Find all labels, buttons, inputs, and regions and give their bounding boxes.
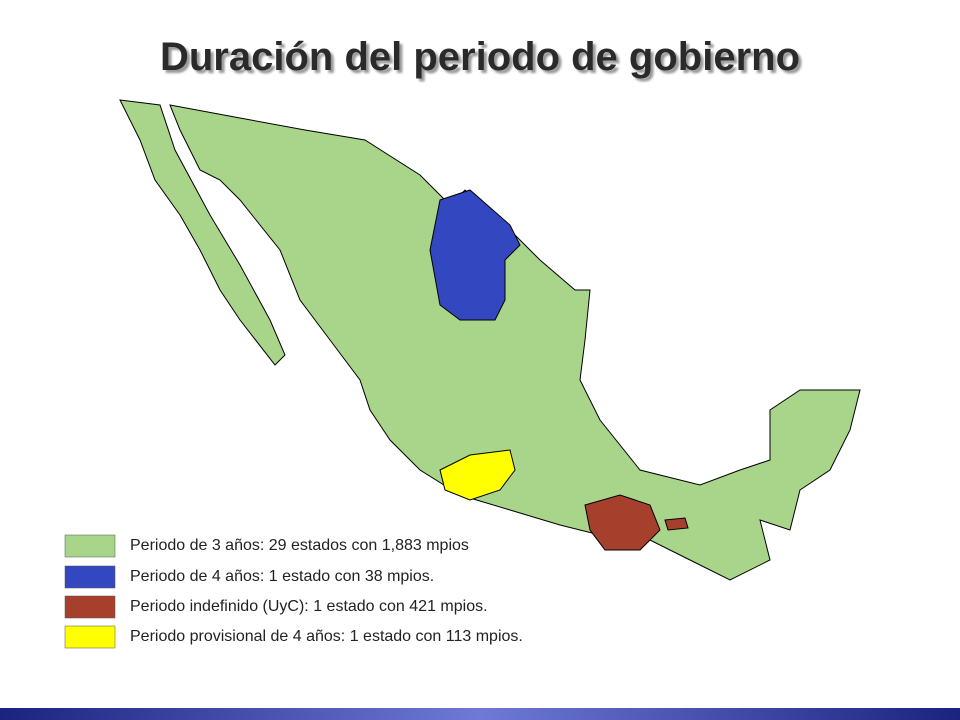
map [119,99,861,581]
nuevo-leon [429,189,521,321]
guerrero [439,449,516,501]
legend-swatch [64,565,116,589]
oaxaca-part [664,517,689,531]
oaxaca [584,494,661,551]
legend-label: Periodo indefinido (UyC): 1 estado con 4… [130,598,488,615]
legend: Periodo de 3 años: 29 estados con 1,883 … [64,534,523,649]
legend-label: Periodo de 3 años: 29 estados con 1,883 … [130,537,469,554]
mainland [169,104,861,581]
legend-swatch [64,534,116,558]
legend-swatch [64,625,116,649]
baja-california [119,99,286,366]
title: Duración del periodo de gobierno [160,35,800,79]
legend-swatch [64,595,116,619]
footer-bar [0,708,960,720]
legend-label: Periodo provisional de 4 años: 1 estado … [130,628,523,645]
legend-label: Periodo de 4 años: 1 estado con 38 mpios… [130,568,434,585]
